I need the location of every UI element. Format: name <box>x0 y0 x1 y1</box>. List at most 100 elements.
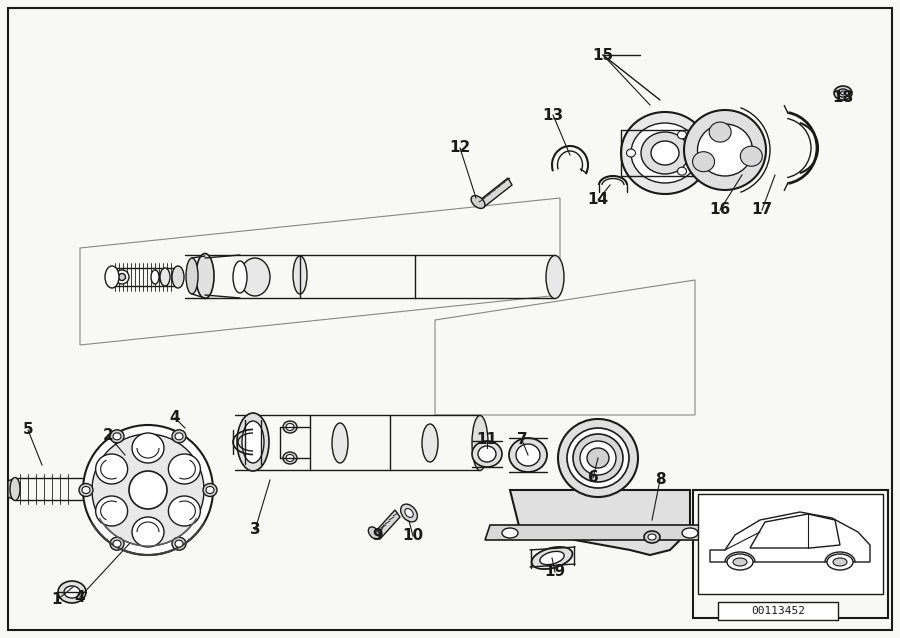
Ellipse shape <box>727 554 753 570</box>
Ellipse shape <box>733 558 747 566</box>
Ellipse shape <box>678 167 687 175</box>
Text: 8: 8 <box>654 473 665 487</box>
Ellipse shape <box>286 424 294 431</box>
Ellipse shape <box>631 123 699 183</box>
Ellipse shape <box>115 270 129 284</box>
Ellipse shape <box>472 415 488 470</box>
Ellipse shape <box>283 452 297 464</box>
Ellipse shape <box>540 551 564 565</box>
Ellipse shape <box>400 504 418 522</box>
Text: 18: 18 <box>832 89 853 105</box>
Ellipse shape <box>83 425 213 555</box>
Text: 15: 15 <box>592 47 614 63</box>
Text: 19: 19 <box>544 565 565 579</box>
Ellipse shape <box>132 517 164 547</box>
Ellipse shape <box>698 124 752 176</box>
Ellipse shape <box>368 527 380 539</box>
Ellipse shape <box>151 270 159 284</box>
Ellipse shape <box>110 430 124 443</box>
Ellipse shape <box>129 471 167 509</box>
Ellipse shape <box>648 534 656 540</box>
Polygon shape <box>375 510 400 539</box>
Polygon shape <box>8 478 15 500</box>
Text: 1: 1 <box>52 593 62 607</box>
Ellipse shape <box>113 540 121 547</box>
Text: 9: 9 <box>373 528 383 544</box>
Ellipse shape <box>580 441 616 475</box>
Ellipse shape <box>196 253 214 299</box>
Ellipse shape <box>240 258 270 296</box>
Ellipse shape <box>684 110 766 190</box>
Polygon shape <box>510 490 690 555</box>
Ellipse shape <box>741 146 762 167</box>
Ellipse shape <box>644 531 660 543</box>
Text: 12: 12 <box>449 140 471 156</box>
Text: 11: 11 <box>476 433 498 447</box>
Ellipse shape <box>119 274 125 281</box>
Ellipse shape <box>678 131 687 139</box>
Ellipse shape <box>709 122 731 142</box>
Ellipse shape <box>64 586 80 598</box>
Ellipse shape <box>827 554 853 570</box>
Ellipse shape <box>626 149 635 157</box>
Ellipse shape <box>471 196 485 209</box>
Ellipse shape <box>175 433 183 440</box>
Text: 6: 6 <box>588 470 598 486</box>
Ellipse shape <box>558 419 638 497</box>
Bar <box>718 602 838 620</box>
Ellipse shape <box>841 91 845 95</box>
Ellipse shape <box>186 258 198 294</box>
Ellipse shape <box>502 528 518 538</box>
Ellipse shape <box>546 255 564 299</box>
Ellipse shape <box>110 537 124 550</box>
Ellipse shape <box>532 547 572 569</box>
Ellipse shape <box>693 152 715 172</box>
Bar <box>698 494 883 594</box>
Ellipse shape <box>95 496 128 526</box>
Text: 17: 17 <box>752 202 772 218</box>
Text: 14: 14 <box>588 193 608 207</box>
Ellipse shape <box>233 261 247 293</box>
Ellipse shape <box>95 454 128 484</box>
Ellipse shape <box>516 444 540 466</box>
Polygon shape <box>485 525 715 540</box>
Ellipse shape <box>92 434 204 546</box>
Polygon shape <box>710 512 870 562</box>
Ellipse shape <box>682 528 698 538</box>
Text: 16: 16 <box>709 202 731 218</box>
Ellipse shape <box>206 487 214 494</box>
Ellipse shape <box>621 112 709 194</box>
Ellipse shape <box>132 433 164 463</box>
Ellipse shape <box>332 423 348 463</box>
Ellipse shape <box>422 424 438 462</box>
Ellipse shape <box>105 266 119 288</box>
Text: 5: 5 <box>22 422 33 438</box>
Ellipse shape <box>478 446 496 462</box>
Ellipse shape <box>573 434 623 482</box>
Ellipse shape <box>286 454 294 461</box>
Ellipse shape <box>838 89 849 97</box>
Ellipse shape <box>509 438 547 472</box>
Ellipse shape <box>168 496 201 526</box>
Ellipse shape <box>175 540 183 547</box>
Text: 2: 2 <box>103 427 113 443</box>
Ellipse shape <box>834 86 852 100</box>
Ellipse shape <box>587 448 609 468</box>
Ellipse shape <box>10 477 20 500</box>
Polygon shape <box>480 178 512 207</box>
Ellipse shape <box>242 421 264 463</box>
Ellipse shape <box>79 484 93 496</box>
Ellipse shape <box>283 421 297 433</box>
Polygon shape <box>750 514 840 548</box>
Ellipse shape <box>203 484 217 496</box>
Ellipse shape <box>567 428 629 488</box>
Ellipse shape <box>168 454 201 484</box>
Text: 3: 3 <box>249 523 260 537</box>
Ellipse shape <box>472 441 502 467</box>
Ellipse shape <box>293 256 307 294</box>
Ellipse shape <box>160 268 170 286</box>
Ellipse shape <box>82 487 90 494</box>
Bar <box>693 490 888 618</box>
Text: 4: 4 <box>170 410 180 426</box>
Text: 00113452: 00113452 <box>751 606 805 616</box>
